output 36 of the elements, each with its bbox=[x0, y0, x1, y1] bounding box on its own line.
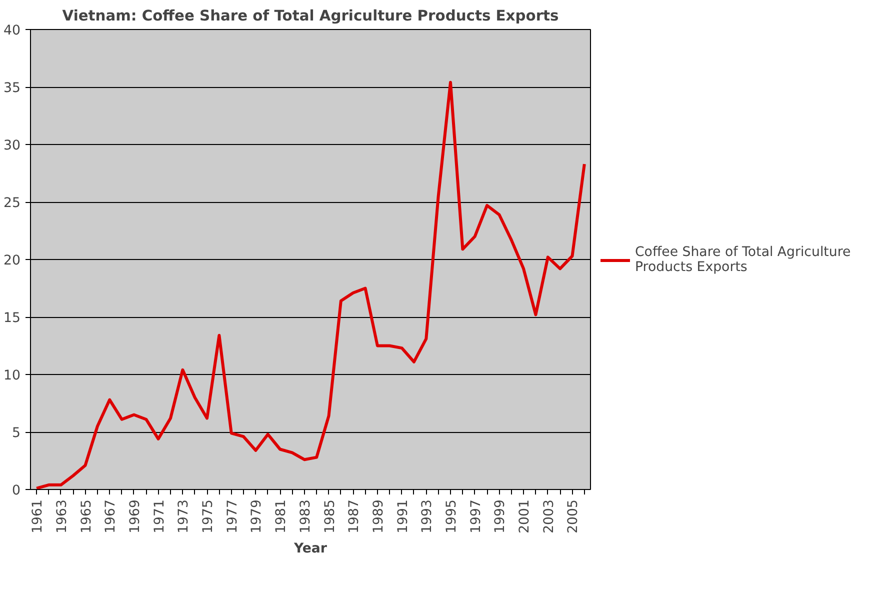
x-tick-label: 1977 bbox=[225, 499, 240, 534]
x-tick-label: 1989 bbox=[371, 499, 386, 534]
x-tick-label: 1965 bbox=[79, 499, 94, 534]
x-tick-label: 1991 bbox=[396, 499, 411, 534]
x-tick-label: 1961 bbox=[30, 499, 46, 534]
line-series bbox=[35, 80, 586, 490]
x-tick-label: 1999 bbox=[493, 499, 508, 534]
x-tick-label: 1981 bbox=[274, 499, 290, 534]
x-tick-label: 2001 bbox=[518, 499, 533, 534]
y-tick-label: 20 bbox=[4, 254, 21, 268]
legend-label: Coffee Share of Total Agriculture Products Exports bbox=[635, 244, 851, 274]
x-tick-label: 1975 bbox=[201, 499, 216, 534]
x-tick-label: 1987 bbox=[347, 499, 362, 534]
x-tick-label: 1971 bbox=[152, 499, 168, 534]
x-tick-label: 1983 bbox=[298, 499, 314, 534]
y-tick-label: 5 bbox=[12, 426, 21, 441]
x-axis-title: Year bbox=[292, 541, 328, 556]
y-tick-label: 40 bbox=[4, 24, 21, 38]
x-tick-label: 1997 bbox=[468, 499, 484, 534]
x-tick-label: 1985 bbox=[322, 499, 338, 534]
chart-title: Vietnam: Coffee Share of Total Agriculture Products Exports bbox=[62, 8, 560, 24]
x-tick-label: 1967 bbox=[104, 499, 119, 534]
y-tick-label: 10 bbox=[4, 368, 21, 384]
y-tick-label: 25 bbox=[4, 196, 21, 211]
y-tick-label: 35 bbox=[4, 81, 21, 96]
x-tick-label: 1993 bbox=[420, 499, 436, 534]
y-tick-label: 15 bbox=[4, 311, 21, 326]
x-tick-label: 1963 bbox=[54, 499, 70, 534]
x-tick-label: 1995 bbox=[444, 499, 460, 534]
x-tick-label: 1979 bbox=[250, 499, 265, 534]
y-tick-label: 0 bbox=[12, 484, 21, 498]
y-tick-label: 30 bbox=[4, 138, 21, 154]
x-tick-label: 2005 bbox=[566, 499, 582, 534]
x-tick-label: 1969 bbox=[128, 499, 143, 534]
x-tick-label: 2003 bbox=[542, 499, 557, 534]
x-tick-label: 1973 bbox=[176, 499, 192, 534]
